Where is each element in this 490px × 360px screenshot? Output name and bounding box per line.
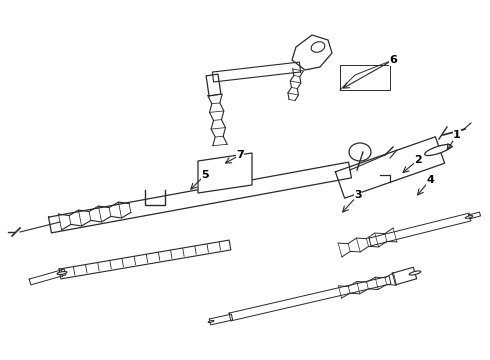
Ellipse shape [311, 42, 325, 52]
Text: 1: 1 [453, 130, 461, 140]
Ellipse shape [465, 216, 473, 219]
Polygon shape [58, 202, 131, 230]
Polygon shape [206, 74, 221, 96]
Text: 6: 6 [389, 55, 397, 65]
Text: 7: 7 [236, 150, 244, 160]
Polygon shape [340, 65, 390, 90]
Polygon shape [29, 269, 66, 285]
Polygon shape [198, 153, 252, 193]
Text: 5: 5 [201, 170, 209, 180]
Ellipse shape [409, 271, 421, 275]
Polygon shape [209, 314, 233, 325]
Polygon shape [339, 273, 396, 298]
Text: 2: 2 [414, 155, 422, 165]
Polygon shape [392, 267, 416, 285]
Ellipse shape [349, 143, 371, 161]
Polygon shape [213, 62, 300, 82]
Polygon shape [338, 228, 397, 257]
Polygon shape [49, 162, 351, 233]
Polygon shape [208, 94, 227, 146]
Polygon shape [369, 213, 471, 246]
Text: 3: 3 [354, 190, 362, 200]
Ellipse shape [425, 144, 451, 156]
Polygon shape [229, 276, 391, 321]
Text: 4: 4 [426, 175, 434, 185]
Polygon shape [468, 212, 481, 219]
Polygon shape [335, 137, 444, 198]
Ellipse shape [208, 320, 214, 323]
Ellipse shape [57, 271, 67, 274]
Polygon shape [288, 69, 303, 100]
Polygon shape [292, 35, 332, 70]
Polygon shape [59, 240, 231, 279]
